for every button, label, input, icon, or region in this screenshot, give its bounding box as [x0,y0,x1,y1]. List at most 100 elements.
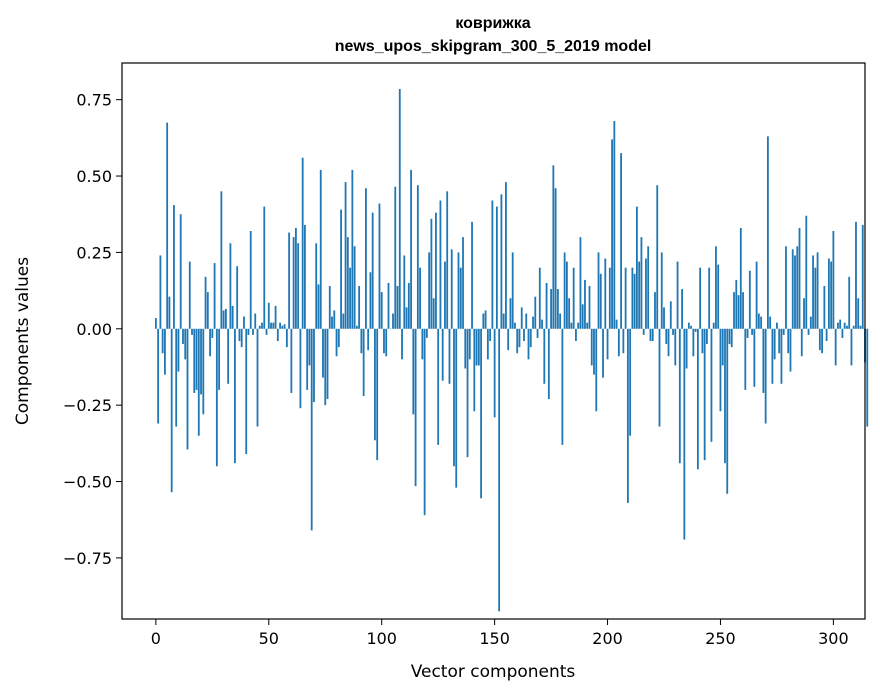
bar [516,328,519,354]
bar [712,322,715,329]
bar [554,188,557,329]
bar [195,328,198,390]
bar [748,270,751,329]
bar [622,328,625,354]
bar [157,328,160,424]
x-tick-label: 150 [479,629,510,648]
bar [724,328,726,464]
bar [491,200,494,329]
bar [645,258,647,329]
bar [252,328,254,335]
bar [254,313,257,329]
bars-group [154,88,869,612]
bar [218,328,221,390]
bar [778,328,781,354]
bar [360,328,363,354]
bar [821,328,823,354]
bar [805,215,808,329]
bar [525,313,528,329]
bar [785,246,787,329]
bar [297,243,300,329]
bar [294,227,297,329]
x-tick-label: 300 [818,629,849,648]
bar [245,328,248,455]
bar [317,284,320,329]
y-axis-label: Components values [13,257,33,425]
bar [706,328,708,345]
bar [493,328,496,418]
bar [166,122,169,329]
bar [642,328,645,335]
bar [608,267,611,329]
bar [683,328,686,540]
bar [500,194,503,329]
bar [827,258,830,329]
bar [818,328,821,351]
bar [154,318,157,329]
bar [224,308,227,329]
bar [832,231,835,329]
bar [202,328,205,415]
bar [669,301,672,329]
bar [340,209,342,329]
bar [495,206,498,329]
bar [410,169,412,329]
bar [457,252,460,329]
bar [649,328,652,341]
bar [699,267,702,329]
bar [550,289,552,329]
bar [355,325,358,329]
bar [489,328,492,341]
bar [685,328,688,369]
bar [568,298,571,329]
bar [742,292,744,329]
bar [306,328,309,390]
bar [507,328,510,351]
bar [654,292,656,329]
bar [310,328,313,531]
bar [787,328,790,354]
bar [159,255,162,329]
bar [565,261,568,329]
bar [855,221,857,329]
bar [229,243,232,329]
bar [606,328,609,360]
bar [464,328,467,369]
bar [213,263,216,329]
bar [435,212,437,329]
x-tick-label: 200 [592,629,623,648]
bar [527,328,530,360]
bar [175,328,178,427]
bar [193,328,196,393]
bar [236,266,239,329]
bar [769,316,772,329]
bar [468,328,471,360]
bar [814,267,817,329]
bar [803,298,805,329]
bar [509,298,512,329]
bar [563,252,566,329]
bar [206,292,209,329]
bar [615,319,618,329]
bar [263,206,266,329]
bar [538,267,541,329]
bar [631,267,634,329]
bar [477,328,480,366]
bar [234,328,236,464]
bar [480,328,482,499]
bar [471,221,473,329]
bar [572,267,575,329]
x-axis-label: Vector components [411,662,576,682]
bar [256,328,259,427]
bar [215,328,218,467]
bar [484,310,487,329]
bar [604,258,607,329]
bar [782,328,785,335]
bar [620,153,622,329]
x-tick-label: 0 [151,629,161,648]
bar [717,264,720,329]
bar [656,185,659,329]
bar [247,328,250,335]
bar [448,328,451,384]
bar [346,237,349,329]
